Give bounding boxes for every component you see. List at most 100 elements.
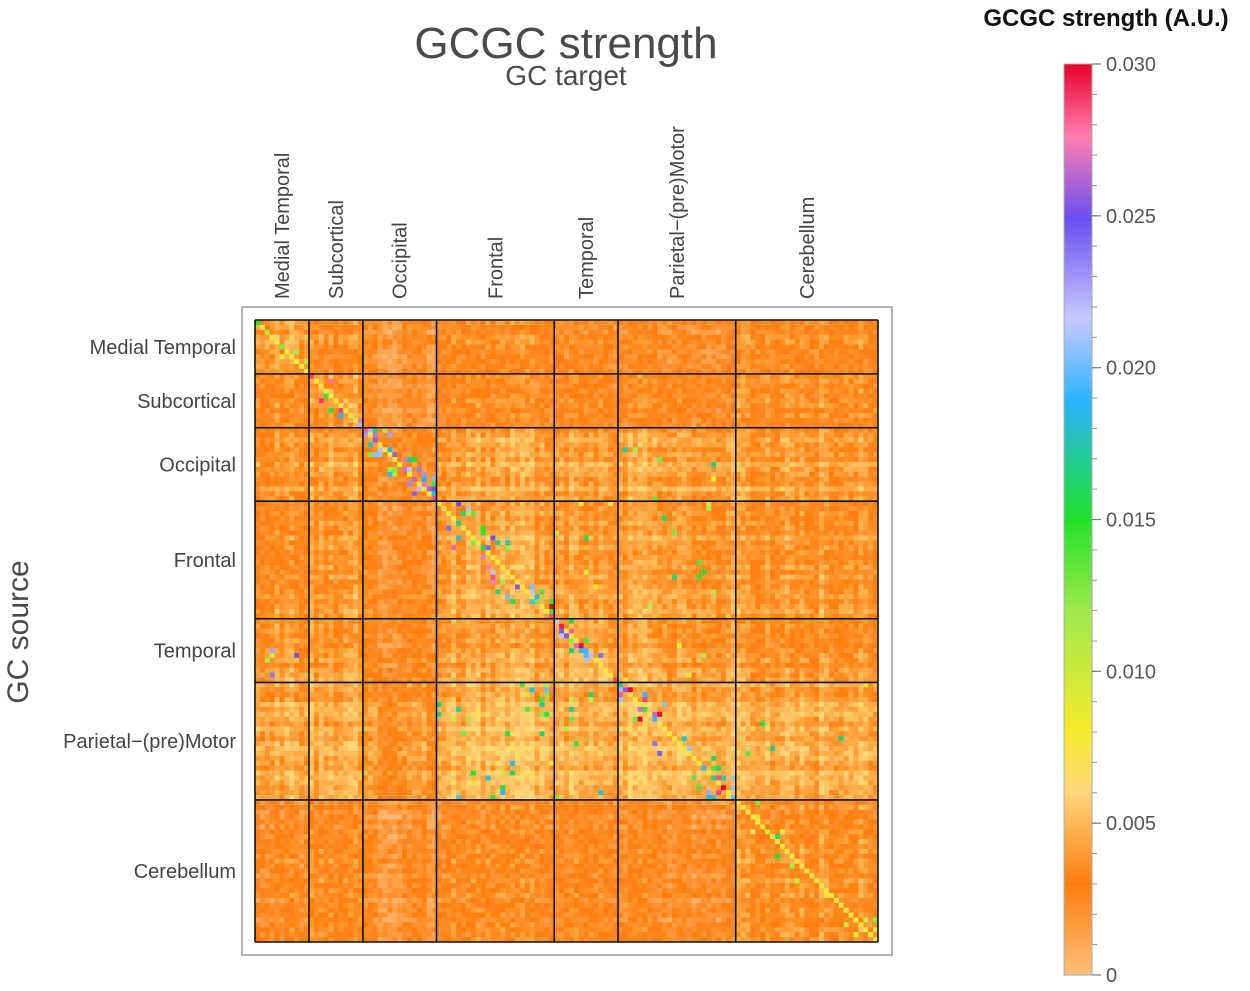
heatmap-cell xyxy=(353,486,359,492)
heatmap-cell xyxy=(819,334,825,340)
heatmap-cell xyxy=(627,457,634,463)
heatmap-cell xyxy=(436,344,442,350)
heatmap-cell xyxy=(392,491,398,497)
heatmap-cell xyxy=(377,354,383,360)
heatmap-cell xyxy=(470,329,477,336)
heatmap-cell xyxy=(578,442,585,448)
heatmap-cell xyxy=(622,383,629,389)
heatmap-cell xyxy=(657,344,663,350)
heatmap-cell xyxy=(833,408,840,414)
heatmap-cell xyxy=(848,349,854,355)
heatmap-cell xyxy=(485,442,491,448)
heatmap-cell xyxy=(402,447,408,453)
heatmap-cell xyxy=(470,457,477,463)
heatmap-cell xyxy=(819,481,825,487)
heatmap-cell xyxy=(828,462,835,468)
heatmap-cell xyxy=(465,432,472,438)
heatmap-cell xyxy=(382,364,388,370)
heatmap-cell xyxy=(868,403,874,409)
heatmap-cell xyxy=(411,417,418,424)
heatmap-cell xyxy=(819,471,825,478)
heatmap-cell xyxy=(755,339,761,345)
heatmap-cell xyxy=(583,442,589,448)
heatmap-cell xyxy=(416,324,423,331)
heatmap-cell xyxy=(485,368,491,375)
heatmap-cell xyxy=(451,476,457,483)
heatmap-cell xyxy=(838,506,845,512)
heatmap-cell xyxy=(804,457,810,463)
heatmap-cell xyxy=(304,471,310,478)
heatmap-cell xyxy=(299,457,305,463)
heatmap-cell xyxy=(819,417,825,424)
heatmap-cell xyxy=(853,427,859,434)
heatmap-cell xyxy=(451,344,457,350)
heatmap-cell xyxy=(804,452,810,458)
heatmap-cell xyxy=(304,501,310,507)
heatmap-cell xyxy=(804,359,810,365)
heatmap-cell xyxy=(622,349,629,355)
heatmap-cell xyxy=(774,422,781,429)
heatmap-cell xyxy=(500,349,506,355)
heatmap-cell xyxy=(255,422,261,429)
heatmap-cell xyxy=(490,471,496,478)
heatmap-cell xyxy=(318,359,325,365)
heatmap-cell xyxy=(328,442,334,448)
heatmap-cell xyxy=(750,447,756,453)
heatmap-cell xyxy=(716,486,722,492)
heatmap-cell xyxy=(819,364,825,370)
heatmap-cell xyxy=(804,324,810,331)
heatmap-cell xyxy=(514,364,521,370)
heatmap-cell xyxy=(750,359,756,365)
heatmap-cell xyxy=(328,408,334,414)
heatmap-cell xyxy=(549,334,555,340)
heatmap-cell xyxy=(750,417,756,424)
heatmap-cell xyxy=(760,486,766,492)
heatmap-cell xyxy=(313,452,320,458)
heatmap-cell xyxy=(716,393,722,399)
heatmap-cell xyxy=(843,447,849,453)
heatmap-cell xyxy=(603,334,609,340)
heatmap-cell xyxy=(308,320,315,326)
heatmap-cell xyxy=(397,506,403,512)
heatmap-cell xyxy=(524,417,531,424)
heatmap-cell xyxy=(461,378,467,385)
heatmap-cell xyxy=(402,506,408,512)
heatmap-cell xyxy=(510,408,516,414)
heatmap-cell xyxy=(382,481,388,487)
heatmap-cell xyxy=(539,422,545,429)
heatmap-cell xyxy=(706,320,712,326)
heatmap-cell xyxy=(583,339,589,345)
heatmap-cell xyxy=(465,501,472,507)
heatmap-cell xyxy=(367,476,374,483)
heatmap-cell xyxy=(814,496,820,502)
heatmap-cell xyxy=(745,496,751,502)
heatmap-cell xyxy=(642,408,648,414)
heatmap-cell xyxy=(318,511,325,517)
heatmap-cell xyxy=(313,466,320,473)
heatmap-cell xyxy=(647,393,653,399)
heatmap-cell xyxy=(583,447,589,453)
heatmap-cell xyxy=(402,486,408,492)
heatmap-cell xyxy=(735,388,742,394)
heatmap-cell xyxy=(299,476,305,483)
heatmap-cell xyxy=(873,442,879,448)
heatmap-cell xyxy=(353,334,359,340)
heatmap-cell xyxy=(779,462,786,468)
heatmap-cell xyxy=(583,471,589,478)
heatmap-cell xyxy=(603,393,609,399)
heatmap-cell xyxy=(745,344,751,350)
heatmap-cell xyxy=(358,447,364,453)
heatmap-cell xyxy=(441,324,447,331)
heatmap-cell xyxy=(269,501,276,507)
heatmap-cell xyxy=(294,383,300,389)
heatmap-cell xyxy=(318,496,325,502)
heatmap-cell xyxy=(711,471,717,478)
heatmap-cell xyxy=(873,373,879,380)
heatmap-cell xyxy=(353,393,359,399)
heatmap-cell xyxy=(505,471,511,478)
heatmap-cell xyxy=(838,457,845,463)
heatmap-cell xyxy=(784,349,791,355)
heatmap-cell xyxy=(716,320,722,326)
heatmap-cell xyxy=(294,457,300,463)
heatmap-cell xyxy=(367,481,374,487)
